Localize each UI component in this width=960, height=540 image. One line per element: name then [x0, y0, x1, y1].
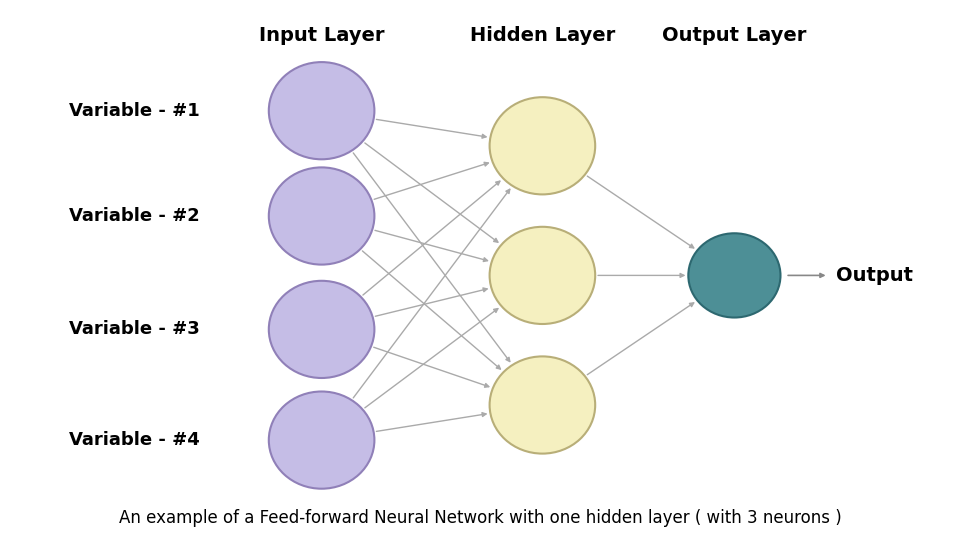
Text: Output Layer: Output Layer	[662, 25, 806, 45]
Text: Output: Output	[836, 266, 913, 285]
Text: Variable - #2: Variable - #2	[69, 207, 200, 225]
Ellipse shape	[490, 97, 595, 194]
Ellipse shape	[269, 392, 374, 489]
Text: Variable - #3: Variable - #3	[69, 320, 200, 339]
Ellipse shape	[269, 167, 374, 265]
Ellipse shape	[490, 227, 595, 324]
Text: Input Layer: Input Layer	[259, 25, 384, 45]
Ellipse shape	[269, 281, 374, 378]
Ellipse shape	[269, 62, 374, 159]
Text: Variable - #4: Variable - #4	[69, 431, 200, 449]
Text: Variable - #1: Variable - #1	[69, 102, 200, 120]
Text: Hidden Layer: Hidden Layer	[469, 25, 615, 45]
Text: An example of a Feed-forward Neural Network with one hidden layer ( with 3 neuro: An example of a Feed-forward Neural Netw…	[119, 509, 841, 528]
Ellipse shape	[688, 233, 780, 318]
Ellipse shape	[490, 356, 595, 454]
